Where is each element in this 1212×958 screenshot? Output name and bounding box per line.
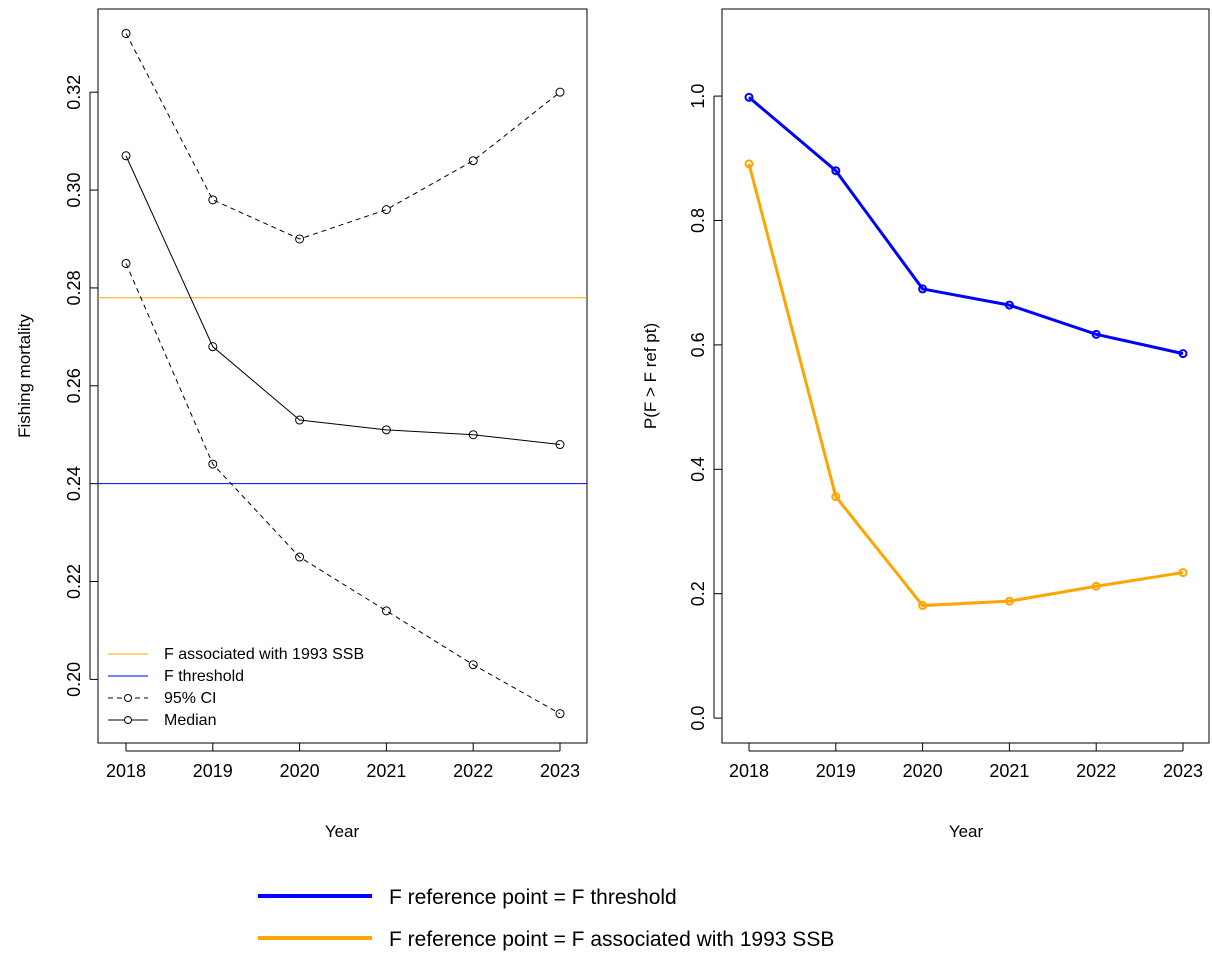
x-tick-label: 2018 (106, 761, 146, 781)
x-tick-label: 2023 (540, 761, 580, 781)
data-point (381, 425, 391, 435)
fishing-mortality-chart: 0.20 0.22 0.24 0.26 0.28 0.30 0.32 2018 2019 202… (15, 8, 588, 841)
x-tick-label: 2018 (729, 761, 769, 781)
y-tick-label: 1.0 (688, 84, 708, 109)
data-point (744, 92, 754, 102)
data-point (208, 459, 218, 469)
data-point (295, 552, 305, 562)
y-tick-label: 0.6 (688, 332, 708, 357)
data-point (381, 606, 391, 616)
y-tick-label: 0.4 (688, 457, 708, 482)
data-point (381, 205, 391, 215)
series-line (125, 33, 561, 240)
series-line (748, 96, 1184, 356)
x-tick-label: 2021 (366, 761, 406, 781)
data-point (918, 284, 928, 294)
data-point (1178, 349, 1188, 359)
data-point (208, 342, 218, 352)
y-tick-label: 0.32 (64, 75, 84, 110)
data-point (831, 492, 841, 502)
y-tick-label: 0.28 (64, 270, 84, 305)
legend-label: F associated with 1993 SSB (164, 646, 364, 663)
y-axis-label: P(F > F ref pt) (641, 323, 660, 429)
x-tick-label: 2019 (816, 761, 856, 781)
y-axis-label: Fishing mortality (15, 314, 34, 438)
x-tick-label: 2022 (453, 761, 493, 781)
plot-frame (721, 8, 1210, 744)
x-tick-label: 2020 (903, 761, 943, 781)
data-point (1004, 300, 1014, 310)
legend-label: F reference point = F threshold (389, 886, 677, 909)
legend-label: 95% CI (164, 690, 216, 707)
y-tick-label: 0.24 (64, 466, 84, 501)
data-point (208, 195, 218, 205)
data-point (468, 660, 478, 670)
legend-label: F threshold (164, 668, 244, 685)
bottom-legend: F reference point = F threshold F referen… (258, 886, 834, 951)
data-point (468, 156, 478, 166)
data-point (1091, 329, 1101, 339)
data-point (831, 166, 841, 176)
probability-chart: 0.0 0.2 0.4 0.6 0.8 1.0 2018 2019 2020 2021 2022 2… (641, 8, 1210, 841)
x-tick-label: 2023 (1163, 761, 1203, 781)
legend-label: F reference point = F associated with 19… (389, 928, 834, 951)
legend-label: Median (164, 712, 216, 729)
x-tick-label: 2022 (1076, 761, 1116, 781)
data-point (918, 601, 928, 611)
y-tick-label: 0.2 (688, 581, 708, 606)
legend-marker (124, 716, 132, 724)
legend: F associated with 1993 SSB F threshold 95%… (108, 646, 364, 729)
data-point (295, 415, 305, 425)
data-point (121, 151, 131, 161)
data-point (555, 440, 565, 450)
y-tick-label: 0.26 (64, 368, 84, 403)
x-tick-label: 2020 (280, 761, 320, 781)
series-line (747, 163, 1184, 608)
data-point (295, 234, 305, 244)
y-tick-label: 0.20 (64, 662, 84, 697)
data-point (555, 87, 565, 97)
data-point (121, 28, 131, 38)
x-axis-label: Year (949, 822, 984, 841)
y-tick-label: 0.8 (688, 208, 708, 233)
legend-marker (124, 694, 132, 702)
y-tick-label: 0.22 (64, 564, 84, 599)
y-tick-label: 0.0 (688, 706, 708, 731)
data-point (1091, 581, 1101, 591)
series-line (125, 155, 561, 446)
x-axis-label: Year (325, 822, 360, 841)
data-point (1178, 568, 1188, 578)
data-point (121, 258, 131, 268)
data-point (555, 709, 565, 719)
data-point (744, 159, 754, 169)
y-tick-label: 0.30 (64, 173, 84, 208)
series-line (125, 263, 561, 715)
x-tick-label: 2021 (989, 761, 1029, 781)
data-point (468, 430, 478, 440)
data-point (1004, 596, 1014, 606)
x-tick-label: 2019 (193, 761, 233, 781)
plot-frame (97, 8, 588, 744)
